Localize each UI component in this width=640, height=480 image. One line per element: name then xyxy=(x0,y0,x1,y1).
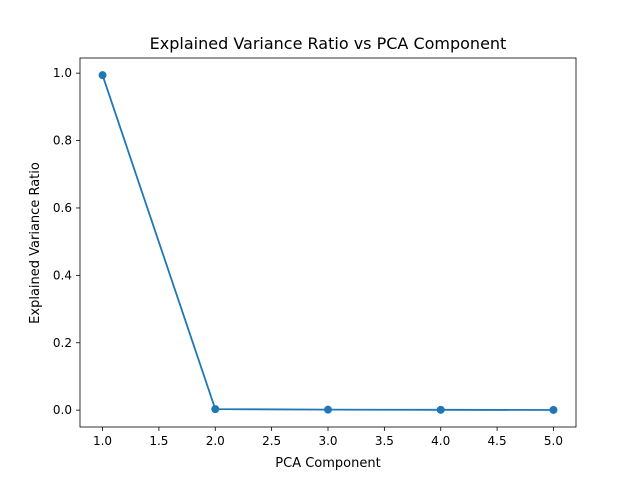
x-tick-label: 3.5 xyxy=(375,434,394,448)
y-tick-label: 0.8 xyxy=(53,134,72,148)
data-point xyxy=(211,405,220,414)
x-tick-label: 5.0 xyxy=(544,434,563,448)
y-tick-label: 0.0 xyxy=(53,403,72,417)
x-tick-label: 1.5 xyxy=(149,434,168,448)
x-tick-label: 4.5 xyxy=(488,434,507,448)
chart-title: Explained Variance Ratio vs PCA Componen… xyxy=(150,34,507,53)
y-tick-label: 0.2 xyxy=(53,336,72,350)
data-point xyxy=(98,71,107,80)
plot-frame xyxy=(79,57,577,428)
x-axis-label: PCA Component xyxy=(275,456,380,471)
x-tick-label: 1.0 xyxy=(93,434,112,448)
y-tick-label: 1.0 xyxy=(53,66,72,80)
y-axis-label: Explained Variance Ratio xyxy=(28,162,43,324)
plot-area: 1.0 1.5 2.0 2.5 3.0 3.5 4.0 4.5 5.0 0.0 0.2 0.4 0.6 0… xyxy=(53,57,577,448)
data-point xyxy=(436,405,445,414)
x-tick-label: 2.0 xyxy=(206,434,225,448)
x-tick-label: 4.0 xyxy=(431,434,450,448)
x-tick-label: 2.5 xyxy=(262,434,281,448)
y-tick-label: 0.6 xyxy=(53,201,72,215)
data-point xyxy=(549,405,558,414)
x-tick-label: 3.0 xyxy=(318,434,337,448)
y-tick-label: 0.4 xyxy=(53,268,72,282)
data-point xyxy=(324,405,332,414)
